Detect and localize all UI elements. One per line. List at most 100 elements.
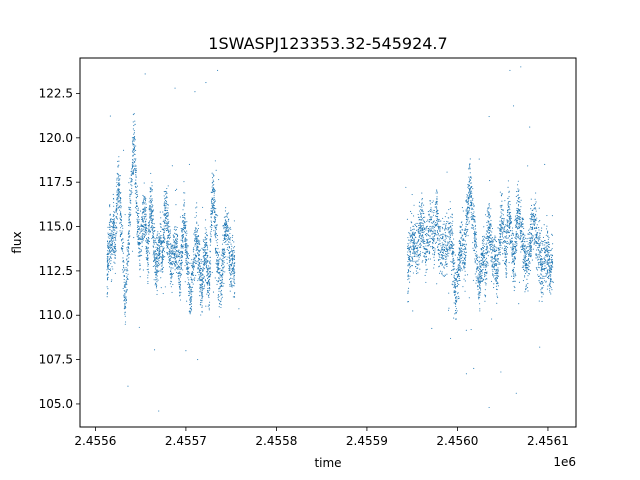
data-point	[128, 189, 131, 191]
data-point	[461, 236, 463, 238]
data-point	[453, 251, 455, 253]
data-point	[161, 250, 163, 252]
data-point	[418, 224, 420, 227]
data-point	[453, 285, 456, 287]
data-point	[187, 264, 189, 266]
data-point	[125, 298, 127, 300]
data-point	[230, 257, 232, 260]
data-point	[154, 268, 156, 270]
data-point	[454, 273, 456, 275]
data-point	[219, 259, 221, 261]
data-point	[469, 193, 472, 195]
data-point	[437, 248, 440, 250]
data-point	[161, 258, 163, 260]
data-point	[167, 221, 169, 223]
data-point	[472, 199, 474, 201]
data-point	[415, 254, 417, 256]
data-point	[490, 256, 492, 258]
data-point	[475, 251, 477, 253]
data-point	[191, 266, 194, 268]
data-point	[174, 242, 176, 245]
data-point	[110, 280, 112, 283]
scatter-points	[106, 66, 554, 412]
data-point	[207, 287, 209, 290]
data-point	[172, 248, 174, 250]
data-point	[226, 234, 228, 237]
data-point	[457, 266, 459, 269]
data-point	[455, 305, 457, 307]
data-point	[107, 246, 109, 248]
data-point	[178, 281, 180, 283]
data-point	[142, 203, 144, 205]
data-point	[460, 237, 462, 239]
data-point	[448, 217, 450, 219]
data-point	[196, 239, 198, 241]
data-point	[172, 249, 174, 251]
data-point	[489, 246, 492, 248]
data-point	[462, 235, 464, 237]
data-point	[107, 276, 109, 279]
data-point	[471, 215, 473, 218]
data-point	[150, 209, 152, 211]
data-point	[150, 220, 152, 222]
data-point	[113, 214, 115, 216]
data-point	[225, 256, 227, 258]
data-point	[117, 193, 119, 195]
data-point	[162, 293, 164, 295]
data-point	[109, 233, 111, 235]
data-point	[114, 254, 116, 257]
data-point	[157, 279, 159, 281]
data-point	[217, 277, 220, 279]
data-point	[481, 242, 483, 244]
data-point	[459, 257, 461, 259]
data-point	[194, 240, 196, 242]
data-point	[195, 246, 198, 248]
data-point	[210, 236, 212, 238]
data-point	[155, 238, 157, 240]
data-point	[158, 241, 160, 243]
data-point	[474, 258, 476, 260]
data-point	[483, 226, 485, 228]
data-point	[113, 202, 115, 204]
data-point	[115, 239, 117, 241]
data-point	[420, 226, 423, 228]
data-point	[142, 221, 145, 223]
data-point	[434, 203, 436, 206]
data-point	[225, 244, 227, 246]
data-point	[430, 246, 432, 248]
data-point	[463, 250, 465, 252]
data-point	[429, 209, 432, 211]
data-point	[137, 235, 139, 237]
data-point	[485, 261, 487, 263]
data-point	[135, 205, 137, 207]
data-point	[156, 248, 158, 251]
data-point	[436, 190, 438, 192]
data-point	[487, 262, 489, 264]
data-point	[164, 238, 166, 240]
data-point	[149, 197, 151, 199]
data-point	[179, 253, 181, 255]
data-point	[165, 190, 167, 192]
data-point	[134, 207, 137, 209]
data-point	[433, 233, 436, 235]
data-point	[460, 267, 463, 269]
data-point	[232, 250, 234, 252]
data-point	[451, 222, 453, 224]
data-point	[413, 245, 415, 247]
data-point	[113, 261, 115, 263]
data-point	[119, 206, 121, 208]
data-point	[122, 261, 124, 263]
data-point	[480, 264, 482, 266]
data-point	[122, 248, 124, 250]
data-point	[414, 251, 416, 253]
data-point	[133, 169, 135, 171]
data-point	[219, 274, 221, 276]
data-point	[156, 257, 158, 259]
data-point	[158, 239, 160, 241]
data-point	[206, 293, 208, 295]
data-point	[478, 277, 480, 279]
data-point	[144, 198, 146, 200]
data-point	[492, 249, 494, 251]
data-point	[206, 234, 208, 236]
data-point	[407, 275, 409, 277]
